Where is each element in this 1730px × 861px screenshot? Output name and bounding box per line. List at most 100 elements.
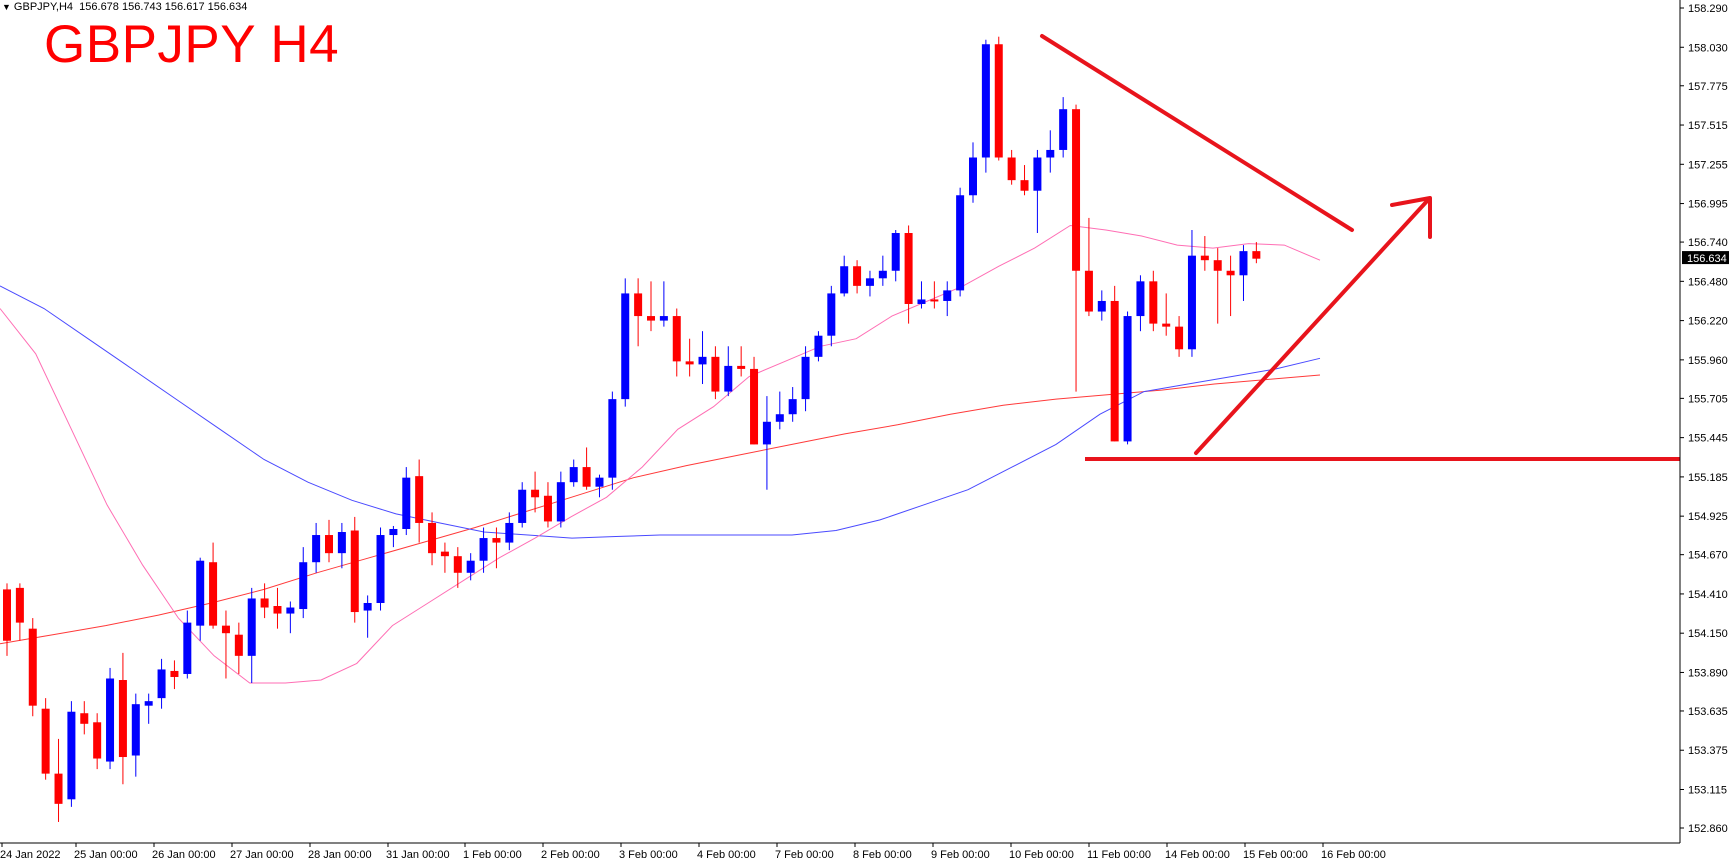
time-tick-label: 24 Jan 2022	[0, 849, 61, 861]
candle-bear	[325, 535, 333, 554]
candle-bear	[41, 708, 50, 774]
candle-bull	[840, 266, 849, 294]
candle-bull	[131, 704, 140, 756]
time-tick-label: 8 Feb 00:00	[853, 849, 912, 861]
candle-bear	[273, 606, 282, 614]
price-tick-label: 153.115	[1688, 784, 1727, 796]
ohlc-readout: 156.678 156.743 156.617 156.634	[79, 1, 248, 13]
time-tick-label: 4 Feb 00:00	[697, 849, 756, 861]
time-tick-label: 9 Feb 00:00	[931, 849, 990, 861]
candle-bull	[157, 669, 166, 699]
candle-bull	[402, 477, 411, 529]
candle-bear	[1252, 251, 1261, 259]
candle-bear	[234, 634, 243, 656]
candle-bull	[814, 335, 823, 357]
candle-bear	[54, 773, 63, 804]
price-tick-label: 156.995	[1688, 199, 1728, 211]
candle-bull	[621, 293, 630, 400]
candle-bear	[80, 713, 89, 724]
candle-bull	[969, 157, 977, 196]
candle-bull	[479, 538, 488, 561]
candle-bull	[106, 678, 115, 762]
price-tick-label: 154.150	[1688, 628, 1728, 640]
candle-bull	[569, 467, 578, 483]
candle-bear	[737, 365, 746, 369]
candle-bear	[440, 551, 449, 557]
candle-bear	[750, 368, 759, 445]
bullish-arrow-shaft	[1194, 198, 1430, 455]
candle-bull	[1123, 316, 1132, 442]
candle-bear	[428, 522, 437, 554]
price-tick-label: 153.635	[1688, 706, 1728, 718]
time-tick-label: 27 Jan 00:00	[230, 849, 294, 861]
current-price-badge	[1682, 251, 1729, 265]
candle-bear	[209, 562, 218, 626]
candle-bull	[247, 598, 256, 656]
candle-bull	[801, 356, 810, 400]
price-axis: 158.290 158.030 157.775 157.515 157.255 156.9…	[0, 0, 1729, 844]
price-tick-label: 157.515	[1688, 120, 1728, 132]
candle-bull	[698, 356, 707, 365]
candle-bear	[930, 299, 939, 302]
candle-bull	[595, 477, 604, 487]
ma-slow-line	[0, 374, 1321, 645]
time-tick-label: 7 Feb 00:00	[775, 849, 834, 861]
time-tick-label: 11 Feb 00:00	[1087, 849, 1151, 861]
candle-bear	[453, 556, 462, 573]
candle-bear	[711, 356, 720, 392]
candle-bear	[1226, 270, 1235, 276]
candle-bull	[376, 535, 385, 603]
moving-averages	[0, 224, 1321, 684]
candle-bull	[1239, 251, 1248, 276]
collapse-triangle-icon[interactable]: ▼	[2, 2, 11, 12]
time-tick-label: 16 Feb 00:00	[1321, 849, 1386, 861]
price-tick-label: 157.255	[1688, 159, 1728, 171]
time-tick-label: 28 Jan 00:00	[308, 849, 372, 861]
symbol-timeframe: GBPJPY,H4	[13, 1, 74, 13]
price-tick-label: 154.670	[1688, 550, 1728, 562]
price-tick-label: 154.410	[1688, 589, 1728, 601]
candle-bear	[1149, 281, 1158, 324]
candle-bear	[904, 233, 913, 304]
price-tick-label: 156.220	[1688, 316, 1728, 328]
candle-bear	[170, 670, 179, 677]
candlesticks	[3, 36, 1261, 822]
time-tick-label: 3 Feb 00:00	[619, 849, 678, 861]
price-tick-label: 153.890	[1688, 667, 1728, 679]
candle-bull	[865, 278, 874, 286]
time-tick-label: 2 Feb 00:00	[541, 849, 600, 861]
candle-bull	[518, 489, 527, 523]
candle-bull	[943, 290, 952, 301]
candle-bear	[3, 589, 11, 641]
candle-bull	[299, 562, 308, 610]
candle-bull	[956, 195, 965, 291]
candle-bull	[183, 622, 192, 674]
price-tick-label: 155.445	[1688, 433, 1728, 445]
price-tick-label: 158.030	[1688, 42, 1728, 54]
candle-bull	[878, 270, 887, 279]
time-axis: 24 Jan 2022 25 Jan 00:00 26 Jan 00:00 27 Ja…	[0, 843, 1386, 861]
candle-bear	[672, 316, 681, 362]
price-tick-label: 156.740	[1688, 237, 1728, 249]
trend-drawings	[1040, 34, 1680, 461]
candle-bull	[981, 44, 990, 158]
candle-bear	[93, 722, 102, 759]
candle-bear	[543, 495, 552, 522]
price-tick-label: 152.860	[1688, 823, 1728, 835]
candle-bear	[685, 361, 694, 365]
candle-bear	[1213, 260, 1222, 271]
candle-bear	[531, 489, 540, 498]
candle-bear	[118, 680, 127, 758]
price-tick-label: 155.705	[1688, 393, 1728, 405]
candle-bull	[788, 399, 797, 415]
price-tick-label: 157.775	[1688, 81, 1728, 93]
candle-bull	[659, 316, 668, 321]
candle-bear	[1084, 270, 1093, 312]
candle-bear	[260, 598, 269, 608]
candle-bear	[582, 467, 591, 487]
candle-bear	[1072, 109, 1081, 271]
candle-bear	[853, 266, 862, 286]
candle-bear	[647, 316, 655, 321]
time-tick-label: 15 Feb 00:00	[1243, 849, 1308, 861]
